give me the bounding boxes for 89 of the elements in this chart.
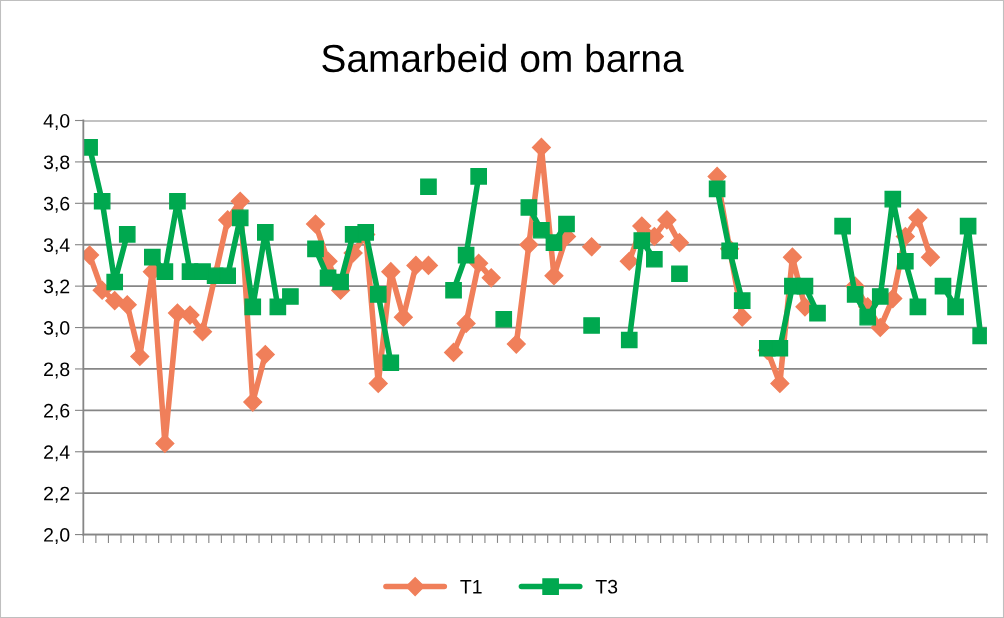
point bbox=[219, 267, 236, 285]
point bbox=[244, 298, 262, 316]
point bbox=[669, 233, 689, 253]
point bbox=[771, 339, 789, 357]
point bbox=[420, 178, 437, 196]
point bbox=[105, 291, 125, 311]
point bbox=[520, 199, 538, 216]
point bbox=[545, 234, 563, 251]
point bbox=[920, 247, 940, 267]
y-tick-label: 2,0 bbox=[44, 528, 70, 545]
point bbox=[144, 248, 161, 266]
point bbox=[180, 305, 200, 325]
point bbox=[469, 253, 489, 273]
point bbox=[282, 288, 299, 305]
point bbox=[619, 251, 639, 271]
point bbox=[519, 235, 539, 255]
y-tick-label: 2,4 bbox=[44, 445, 70, 462]
point bbox=[167, 303, 187, 323]
point bbox=[870, 318, 890, 338]
point bbox=[733, 292, 751, 309]
point bbox=[457, 246, 475, 264]
point bbox=[456, 313, 476, 333]
point bbox=[332, 273, 349, 291]
y-tick-label: 3,2 bbox=[43, 279, 70, 296]
point bbox=[117, 295, 137, 315]
point bbox=[583, 317, 600, 334]
y-tick-label: 2,8 bbox=[44, 362, 70, 379]
point bbox=[506, 334, 526, 354]
point bbox=[671, 265, 688, 283]
point bbox=[908, 208, 928, 228]
point bbox=[859, 308, 877, 326]
point bbox=[809, 304, 826, 322]
point bbox=[231, 209, 249, 227]
point bbox=[156, 263, 174, 280]
point bbox=[307, 240, 324, 258]
point bbox=[834, 217, 851, 235]
point bbox=[846, 286, 864, 303]
point bbox=[369, 286, 387, 303]
point bbox=[782, 247, 802, 267]
point bbox=[357, 223, 375, 241]
y-tick-label: 3,6 bbox=[43, 196, 70, 213]
point bbox=[444, 342, 464, 362]
point bbox=[445, 281, 462, 299]
legend-label: T1 bbox=[460, 580, 482, 594]
point bbox=[155, 433, 175, 454]
point bbox=[243, 392, 263, 412]
point bbox=[381, 262, 401, 282]
point bbox=[934, 277, 952, 295]
point bbox=[368, 373, 388, 393]
point bbox=[909, 298, 927, 316]
point bbox=[796, 277, 814, 295]
point bbox=[92, 280, 112, 300]
point bbox=[897, 252, 914, 270]
point bbox=[106, 273, 124, 291]
y-tick-label: 3,4 bbox=[43, 238, 70, 255]
point bbox=[884, 190, 902, 208]
chart-title: Samarbeid om barna bbox=[322, 43, 684, 73]
y-tick-label: 2,6 bbox=[44, 403, 70, 420]
point bbox=[305, 214, 326, 234]
point bbox=[871, 288, 889, 305]
point bbox=[732, 307, 752, 327]
point bbox=[230, 191, 250, 211]
point bbox=[256, 223, 274, 241]
point bbox=[959, 217, 977, 235]
point bbox=[646, 250, 663, 268]
point bbox=[470, 168, 487, 185]
point bbox=[947, 298, 964, 316]
point bbox=[558, 215, 575, 233]
point bbox=[255, 344, 275, 364]
point bbox=[481, 268, 501, 288]
point bbox=[495, 310, 513, 328]
y-tick-label: 3,0 bbox=[43, 321, 70, 338]
point bbox=[531, 137, 551, 157]
y-tick-label: 3,8 bbox=[43, 155, 70, 172]
legend-label: T3 bbox=[595, 579, 618, 594]
point bbox=[633, 232, 651, 249]
point bbox=[193, 322, 213, 342]
point bbox=[582, 237, 602, 257]
y-tick-label: 2,2 bbox=[44, 486, 70, 503]
point bbox=[544, 266, 564, 286]
point bbox=[533, 221, 550, 239]
point bbox=[382, 354, 400, 372]
point bbox=[118, 226, 136, 243]
point bbox=[620, 331, 638, 349]
point bbox=[93, 192, 111, 210]
point bbox=[169, 192, 186, 210]
point bbox=[657, 210, 677, 230]
point bbox=[708, 180, 726, 198]
y-tick-label: 4,0 bbox=[43, 113, 70, 131]
